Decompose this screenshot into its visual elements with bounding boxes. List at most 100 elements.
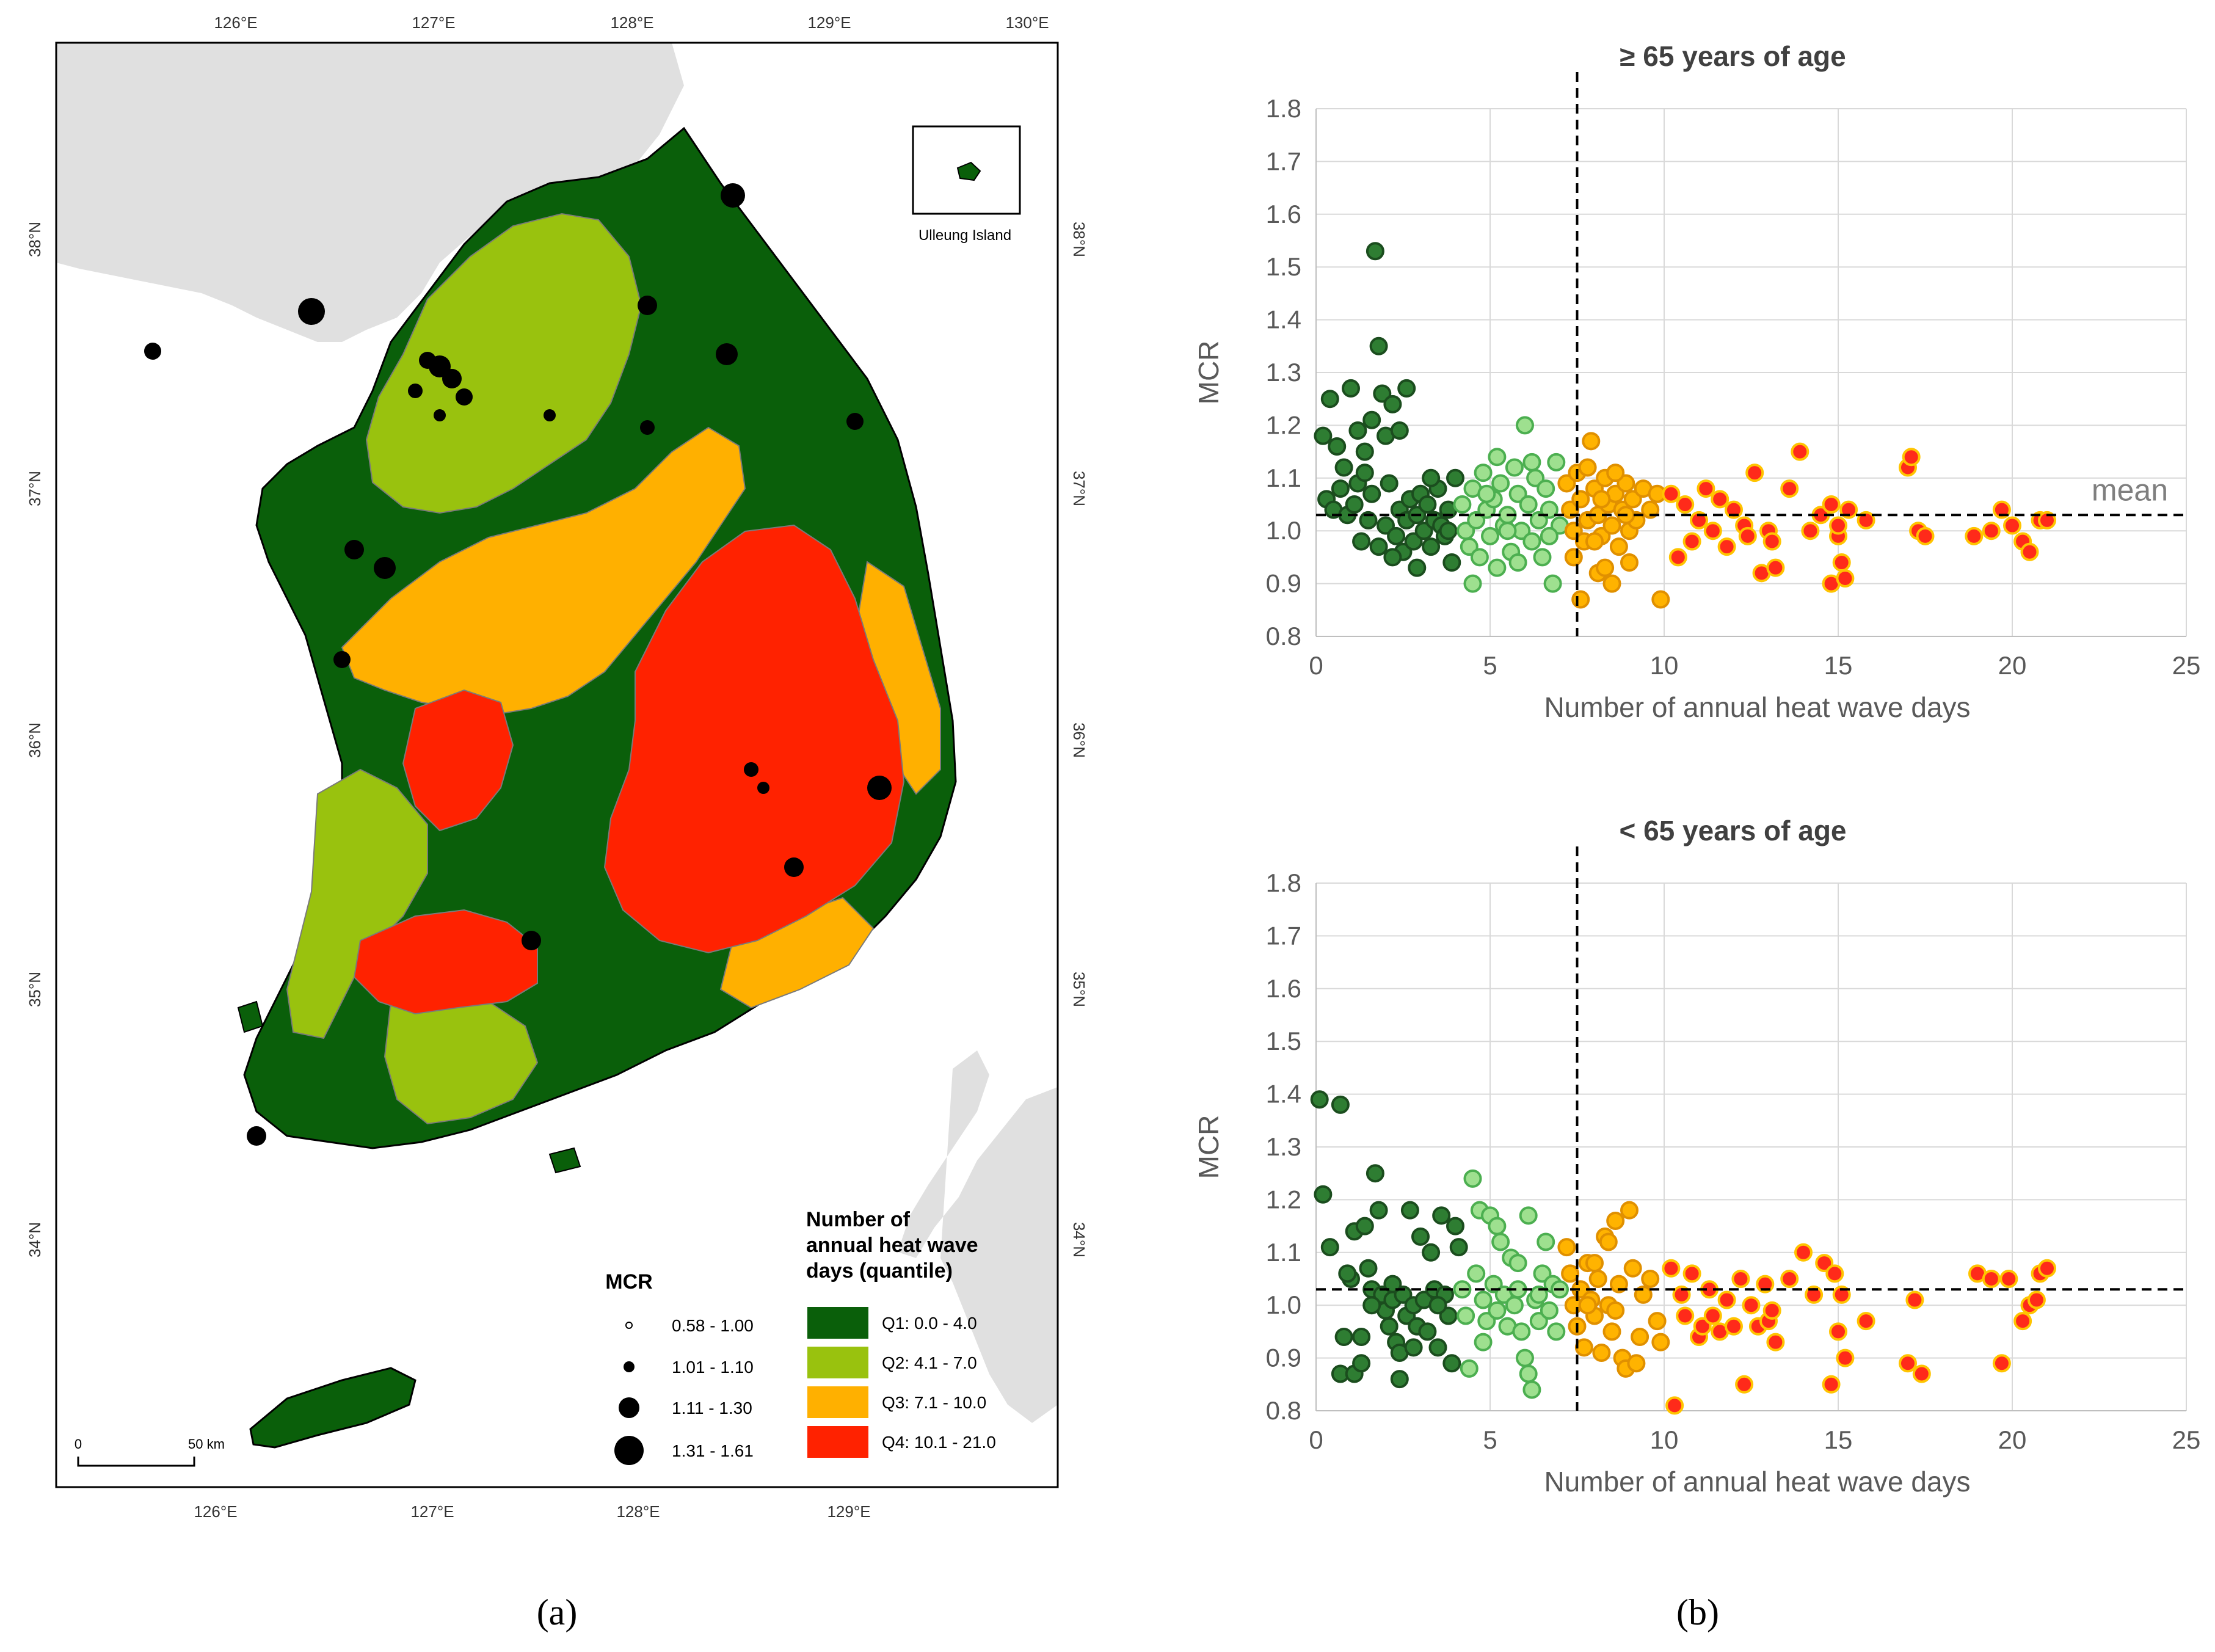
y-tick-label: 1.2 <box>1266 1185 1301 1214</box>
x-tick-label: 20 <box>1998 651 2027 680</box>
scatter-point <box>1320 390 1339 409</box>
x-tick-label: 25 <box>2172 1425 2201 1454</box>
scatter-point <box>1414 522 1433 540</box>
scatter-point <box>1331 1095 1350 1114</box>
scatter-point <box>1627 1354 1646 1373</box>
scatter-point <box>1857 1312 1875 1331</box>
mcr-legend-label: 1.31 - 1.61 <box>672 1441 754 1460</box>
lat-tick-right: 34°N <box>1070 1222 1088 1257</box>
scatter-point <box>1832 1285 1851 1304</box>
scale-bar-line <box>77 1457 195 1467</box>
scatter-point <box>2013 1312 2032 1331</box>
quantile-legend-title-line: Number of <box>806 1208 911 1231</box>
scatter-point <box>1735 1375 1754 1394</box>
map-region-q2 <box>365 213 642 514</box>
scatter-point <box>1703 1306 1722 1325</box>
scatter-point <box>1488 448 1507 467</box>
scatter-point <box>1631 1328 1649 1347</box>
map-top-longitude-ticks: 126°E 127°E 128°E 129°E 130°E <box>214 13 1049 32</box>
scatter-point <box>1463 1169 1482 1188</box>
scatter-point <box>1717 1290 1736 1309</box>
scatter-point <box>1380 1317 1398 1336</box>
scatter-point <box>1617 474 1635 493</box>
scatter-point <box>1334 1328 1353 1347</box>
scatter-point <box>1394 1285 1413 1304</box>
scatter-point <box>1334 458 1353 477</box>
scatter-point <box>2038 511 2056 529</box>
scatter-point <box>1662 1259 1681 1278</box>
scatter-point <box>1815 1254 1834 1273</box>
x-tick-label: 0 <box>1309 651 1323 680</box>
scatter-point <box>1822 1375 1841 1394</box>
scatter-point <box>1362 410 1381 429</box>
scatter-point <box>1519 1364 1538 1383</box>
scatter-point <box>1470 548 1489 567</box>
scatter-point <box>1839 500 1858 519</box>
scatter-point <box>1571 590 1590 609</box>
quantile-swatch-q2 <box>807 1347 868 1378</box>
scatter-point <box>1829 516 1847 535</box>
scatter-point <box>1338 1264 1357 1283</box>
scatter-point <box>1400 1201 1419 1220</box>
scatter-point <box>1537 479 1555 498</box>
mcr-legend-symbol-2 <box>624 1361 635 1372</box>
y-tick-label: 0.9 <box>1266 1344 1301 1372</box>
scatter-point <box>1533 548 1552 567</box>
scatter-point <box>1519 495 1538 514</box>
mcr-legend-label: 1.11 - 1.30 <box>672 1399 752 1417</box>
mcr-legend: MCR 0.58 - 1.00 1.01 - 1.10 1.11 - 1.30 … <box>605 1270 754 1465</box>
quantile-legend-title-line: annual heat wave <box>806 1234 978 1257</box>
scatter-point <box>1366 1164 1384 1183</box>
scatter-point <box>1711 490 1729 509</box>
scatter-point <box>1571 490 1590 509</box>
scatter-point <box>1369 537 1388 556</box>
scatter-point <box>1408 558 1427 577</box>
scatter-point <box>1529 1312 1548 1331</box>
lon-tick-top: 130°E <box>1005 13 1049 32</box>
scatter-point <box>1355 1217 1374 1235</box>
scatter-point <box>1623 1259 1642 1278</box>
scatter-point <box>1794 1243 1813 1262</box>
y-tick-label: 1.4 <box>1266 305 1301 334</box>
scatter-point <box>1310 1090 1329 1109</box>
scatter-point <box>1547 1322 1566 1341</box>
mcr-legend-label: 0.58 - 1.00 <box>672 1316 754 1335</box>
scatter-point <box>1578 458 1597 477</box>
scatter-point <box>1342 379 1360 398</box>
quantile-legend-label: Q2: 4.1 - 7.0 <box>882 1353 977 1372</box>
scatter-point <box>1519 1206 1538 1225</box>
scatter-point <box>1348 421 1367 440</box>
y-tick-label: 1.3 <box>1266 358 1301 387</box>
scatter-point <box>1508 484 1527 503</box>
scatter-point <box>1609 537 1628 556</box>
scatter-panel: 0.8 0.9 1.0 1.1 1.2 1.3 1.4 1.5 1.6 1.7 1.8 0 5 10 15 2… <box>1193 40 2200 1632</box>
scatter-point <box>1387 526 1406 545</box>
scatter-point <box>1467 1264 1486 1283</box>
scatter-point <box>1404 532 1423 551</box>
quantile-legend-label: Q3: 7.1 - 10.0 <box>882 1393 986 1412</box>
lon-tick-top: 128°E <box>610 13 653 32</box>
scatter-point <box>1540 500 1559 519</box>
quantile-legend-label: Q1: 0.0 - 4.0 <box>882 1314 977 1333</box>
scatter-point <box>1899 1354 1917 1373</box>
scatter-point <box>1516 1348 1534 1367</box>
scatter-point <box>1999 1270 2018 1288</box>
scatter-point <box>1314 1185 1333 1204</box>
scatter-point <box>1557 474 1576 493</box>
scatter-point <box>1992 1354 2011 1373</box>
scale-bar-end: 50 km <box>188 1436 225 1452</box>
scatter-point <box>1522 453 1541 471</box>
scatter-point <box>1439 1306 1458 1325</box>
scatter-point <box>1505 458 1524 477</box>
scatter-point <box>1992 500 2011 519</box>
y-tick-label: 1.1 <box>1266 464 1301 492</box>
scatter-point <box>1474 464 1493 482</box>
scatter-point <box>1682 1264 1701 1283</box>
lat-tick-left: 36°N <box>26 722 44 758</box>
lat-tick-right: 38°N <box>1070 222 1088 257</box>
japan-land <box>898 1050 1058 1423</box>
scatter-point <box>1599 1232 1618 1251</box>
scatter-point <box>1676 495 1695 514</box>
scatter-point <box>1529 1285 1548 1304</box>
scatter-point <box>1762 1301 1781 1320</box>
